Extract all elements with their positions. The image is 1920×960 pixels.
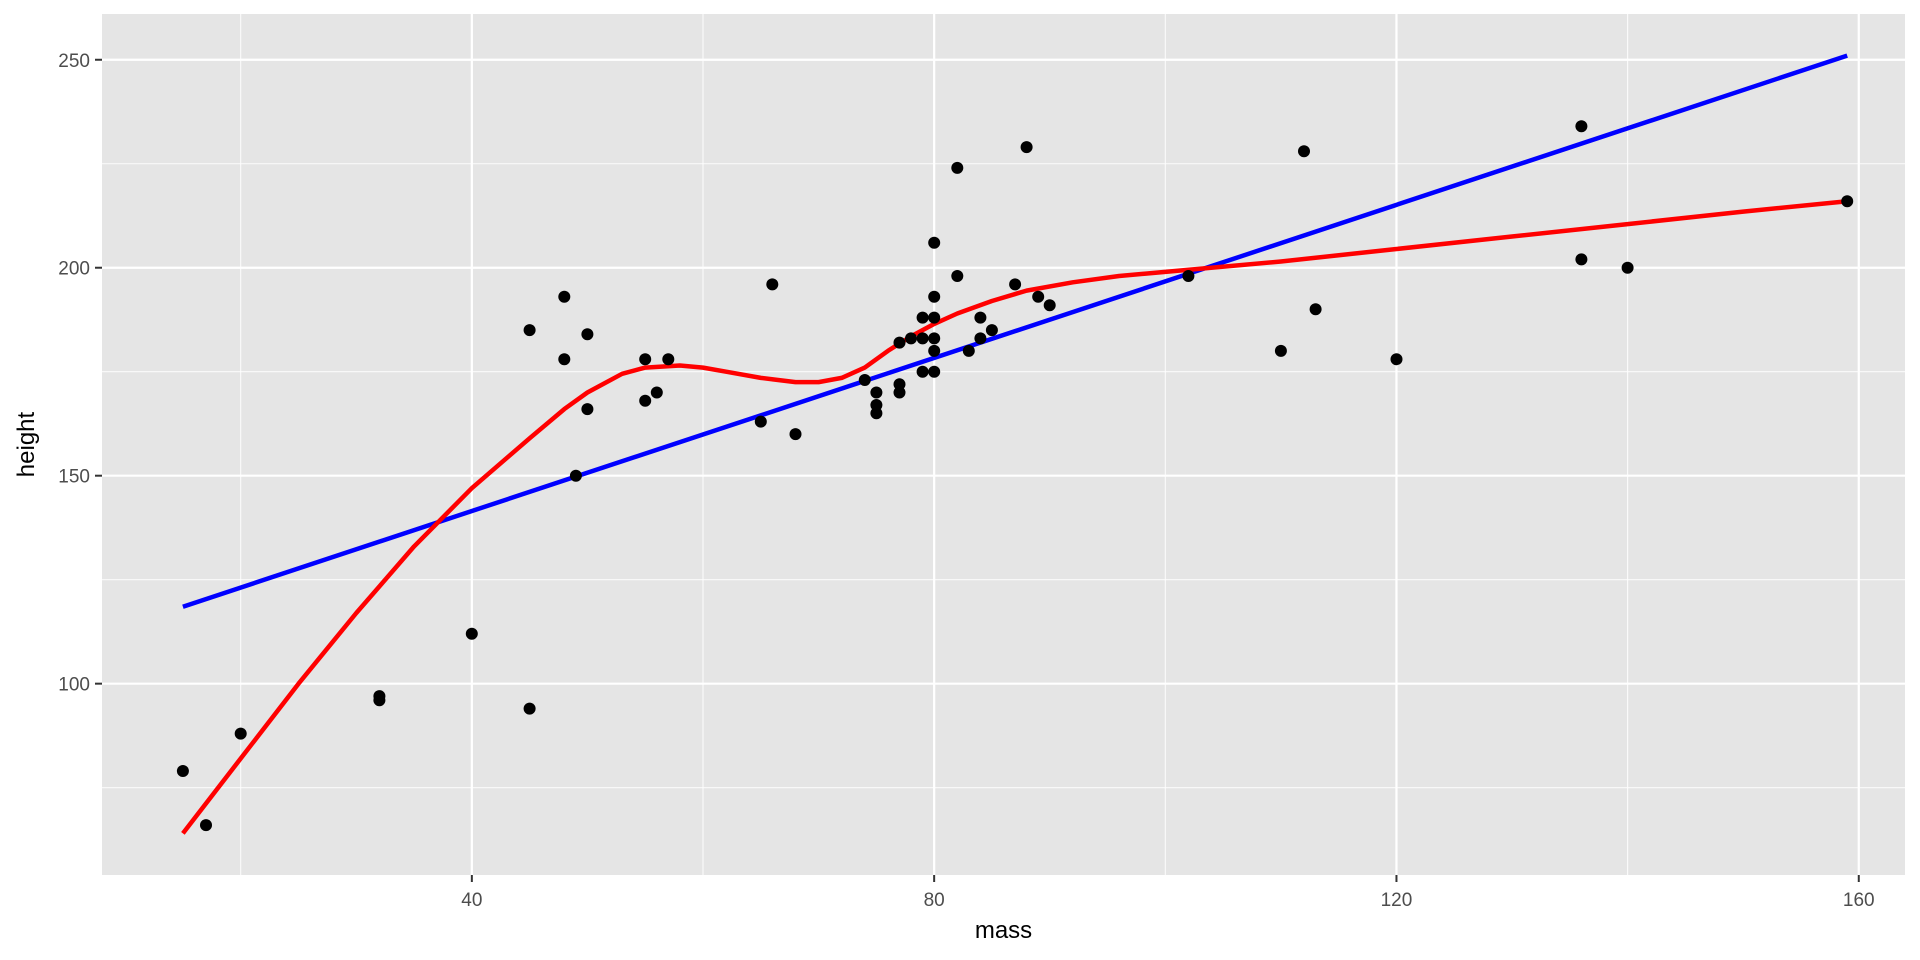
data-point: [916, 311, 929, 324]
data-point: [974, 311, 987, 324]
data-point: [1009, 278, 1022, 291]
data-point: [1575, 120, 1588, 133]
data-point: [928, 236, 941, 249]
data-point: [1841, 195, 1854, 208]
data-point: [928, 365, 941, 378]
points-layer: [176, 120, 1854, 832]
data-point: [916, 332, 929, 345]
y-tick-label: 250: [58, 51, 90, 72]
data-point: [650, 386, 663, 399]
data-point: [1182, 270, 1195, 282]
data-point: [523, 702, 536, 715]
data-point: [234, 727, 247, 740]
x-tick-label: 160: [1843, 890, 1875, 911]
x-tick-label: 40: [461, 890, 482, 911]
y-tick-label: 100: [58, 675, 90, 696]
y-axis-title: height: [13, 411, 40, 477]
data-point: [754, 415, 767, 428]
data-point: [928, 290, 941, 303]
data-point: [581, 328, 594, 341]
data-point: [1020, 141, 1033, 154]
data-point: [569, 469, 582, 482]
data-point: [558, 353, 571, 366]
data-point: [373, 694, 386, 707]
smooth-fit-line: [181, 198, 1848, 835]
plot-panel: [102, 14, 1905, 875]
data-point: [962, 344, 975, 357]
data-point: [951, 161, 964, 174]
data-point: [639, 353, 652, 366]
data-point: [639, 394, 652, 407]
data-point: [1575, 253, 1588, 266]
data-point: [870, 399, 883, 411]
x-tick-label: 120: [1381, 890, 1413, 911]
data-point: [951, 270, 964, 282]
data-point: [465, 627, 478, 640]
data-point: [1032, 290, 1045, 303]
data-point: [1390, 353, 1403, 366]
data-point: [870, 407, 883, 420]
x-axis-title: mass: [975, 917, 1032, 944]
data-point: [905, 332, 917, 345]
data-point: [893, 336, 906, 349]
series-layer: [181, 53, 1848, 835]
data-point: [858, 374, 871, 386]
data-point: [789, 428, 802, 441]
y-tick-label: 200: [58, 259, 90, 280]
data-point: [1298, 145, 1310, 158]
data-point: [893, 378, 906, 391]
axes: 40 80 120 160 100 150 200 250: [58, 51, 1874, 911]
data-point: [928, 311, 941, 324]
data-point: [974, 332, 987, 345]
data-point: [1043, 299, 1056, 312]
data-point: [766, 278, 779, 291]
data-point: [1274, 344, 1287, 357]
data-point: [916, 365, 929, 378]
data-point: [985, 324, 998, 337]
data-point: [662, 353, 675, 366]
data-point: [200, 819, 212, 832]
data-point: [581, 403, 594, 416]
data-point: [928, 344, 941, 357]
data-point: [1309, 303, 1322, 316]
data-point: [893, 386, 906, 399]
data-point: [1621, 261, 1634, 274]
data-point: [176, 765, 189, 777]
data-point: [928, 332, 941, 345]
data-point: [558, 290, 571, 303]
x-tick-label: 80: [924, 890, 945, 911]
grid: [102, 14, 1905, 875]
y-tick-label: 150: [58, 467, 90, 488]
data-point: [870, 386, 883, 399]
data-point: [523, 324, 536, 337]
linear-fit-line: [182, 53, 1848, 609]
